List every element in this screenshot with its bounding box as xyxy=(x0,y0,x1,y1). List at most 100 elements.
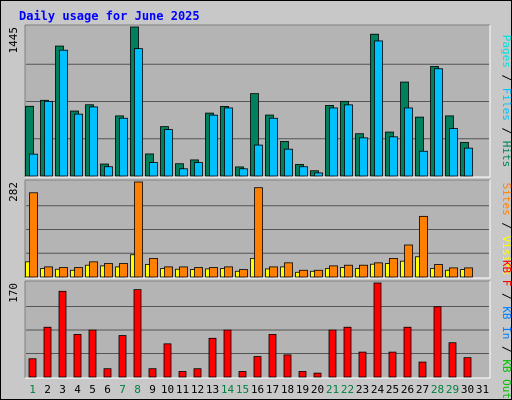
x-tick-label-day-1: 1 xyxy=(29,383,36,396)
bar-files-day-15 xyxy=(239,168,248,177)
x-tick-label-day-20: 20 xyxy=(311,383,324,396)
legend-entry-visits: Visits xyxy=(500,236,512,276)
bar-sites-day-29 xyxy=(449,267,458,278)
bar-sites-day-12 xyxy=(194,267,203,278)
x-tick-label-day-10: 10 xyxy=(161,383,174,396)
bar-files-day-11 xyxy=(179,168,188,177)
bar-sites-day-3 xyxy=(59,267,68,278)
bar-kb-f-day-17 xyxy=(268,334,277,378)
panel-sites-visits: 282 Sites / Visits xyxy=(7,179,512,279)
x-tick-label-day-21: 21 xyxy=(326,383,339,396)
bar-sites-day-16 xyxy=(254,187,263,278)
bar-files-day-30 xyxy=(464,147,473,177)
x-tick-label-day-29: 29 xyxy=(446,383,459,396)
bar-sites-day-10 xyxy=(164,266,173,278)
x-tick-label-day-27: 27 xyxy=(416,383,429,396)
x-tick-label-day-15: 15 xyxy=(236,383,249,396)
bar-sites-day-19 xyxy=(299,269,308,278)
bar-kb-f-day-18 xyxy=(283,354,292,378)
bar-kb-f-day-11 xyxy=(178,371,187,378)
bar-files-day-25 xyxy=(389,136,398,177)
bar-kb-f-day-5 xyxy=(88,329,97,378)
bar-kb-f-day-25 xyxy=(388,351,397,378)
legend-separator: / xyxy=(500,339,512,359)
bar-kb-f-day-28 xyxy=(433,306,442,378)
bar-kb-f-day-27 xyxy=(418,361,427,378)
bar-files-day-5 xyxy=(89,106,98,177)
x-tick-label-day-31: 31 xyxy=(476,383,489,396)
bar-sites-day-9 xyxy=(149,258,158,278)
bar-sites-day-4 xyxy=(74,267,83,278)
bar-kb-f-day-9 xyxy=(148,368,157,378)
bar-sites-day-24 xyxy=(374,262,383,278)
bar-files-day-29 xyxy=(449,128,458,177)
panel-pages-files-hits: 1445 Pages / Files / Hits xyxy=(7,24,512,178)
x-tick-label-day-6: 6 xyxy=(104,383,111,396)
bar-kb-f-day-3 xyxy=(58,290,67,378)
legend-entry-kb-out: KB Out xyxy=(500,359,512,399)
bar-sites-day-2 xyxy=(44,266,53,278)
bar-sites-day-18 xyxy=(284,262,293,278)
bar-kb-f-day-29 xyxy=(448,342,457,378)
bar-sites-day-30 xyxy=(464,267,473,278)
x-tick-label-day-9: 9 xyxy=(149,383,156,396)
bar-kb-f-day-2 xyxy=(43,326,52,378)
bar-sites-day-6 xyxy=(104,263,113,278)
bar-files-day-24 xyxy=(374,40,383,177)
bar-sites-day-11 xyxy=(179,266,188,278)
bar-kb-f-day-12 xyxy=(193,368,202,378)
bar-files-day-21 xyxy=(329,107,338,177)
bar-files-day-17 xyxy=(269,117,278,177)
x-tick-label-day-18: 18 xyxy=(281,383,294,396)
bar-kb-f-day-16 xyxy=(253,356,262,378)
chart-title: Daily usage for June 2025 xyxy=(19,9,200,23)
bar-files-day-14 xyxy=(224,107,233,177)
bar-sites-day-8 xyxy=(134,181,143,278)
bar-kb-f-day-30 xyxy=(463,357,472,378)
bar-sites-day-26 xyxy=(404,244,413,278)
bar-kb-f-day-20 xyxy=(313,372,322,378)
bar-kb-f-day-14 xyxy=(223,329,232,378)
bar-files-day-7 xyxy=(119,117,128,177)
x-tick-label-day-23: 23 xyxy=(356,383,369,396)
bar-kb-f-day-7 xyxy=(118,335,127,378)
bar-kb-f-day-24 xyxy=(373,282,382,378)
bar-files-day-10 xyxy=(164,129,173,177)
x-tick-label-day-24: 24 xyxy=(371,383,385,396)
legend-entry-kb-f: KB F xyxy=(500,260,512,287)
x-tick-label-day-5: 5 xyxy=(89,383,96,396)
bar-kb-f-day-19 xyxy=(298,371,307,378)
bar-kb-f-day-10 xyxy=(163,343,172,378)
bar-sites-day-28 xyxy=(434,264,443,278)
bar-sites-day-20 xyxy=(314,269,323,278)
x-tick-label-day-4: 4 xyxy=(74,383,81,396)
bar-files-day-27 xyxy=(419,150,428,177)
x-tick-label-day-14: 14 xyxy=(221,383,235,396)
bar-files-day-16 xyxy=(254,144,263,177)
bar-files-day-26 xyxy=(404,107,413,177)
legend-sites-visits: Sites / Visits xyxy=(500,183,512,276)
legend-entry-hits: Hits xyxy=(500,141,512,168)
x-tick-label-day-30: 30 xyxy=(461,383,474,396)
y-max-label: 282 xyxy=(7,182,20,202)
legend-entry-files: Files xyxy=(500,88,512,121)
x-tick-label-day-28: 28 xyxy=(431,383,444,396)
x-tick-label-day-22: 22 xyxy=(341,383,354,396)
x-tick-label-day-11: 11 xyxy=(176,383,189,396)
bar-sites-day-17 xyxy=(269,266,278,278)
bar-files-day-22 xyxy=(344,104,353,177)
x-tick-label-day-25: 25 xyxy=(386,383,399,396)
bar-sites-day-13 xyxy=(209,267,218,278)
bar-sites-day-22 xyxy=(344,264,353,278)
bar-kb-f-day-21 xyxy=(328,329,337,378)
bar-files-day-18 xyxy=(284,148,293,177)
legend-separator: / xyxy=(500,121,512,141)
bar-files-day-8 xyxy=(134,48,143,177)
bar-files-day-12 xyxy=(194,162,203,177)
legend-pages-files-hits: Pages / Files / Hits xyxy=(500,35,512,168)
legend-entry-kb-in: KB In xyxy=(500,306,512,339)
bar-sites-day-21 xyxy=(329,265,338,278)
bar-sites-day-1 xyxy=(29,192,38,278)
